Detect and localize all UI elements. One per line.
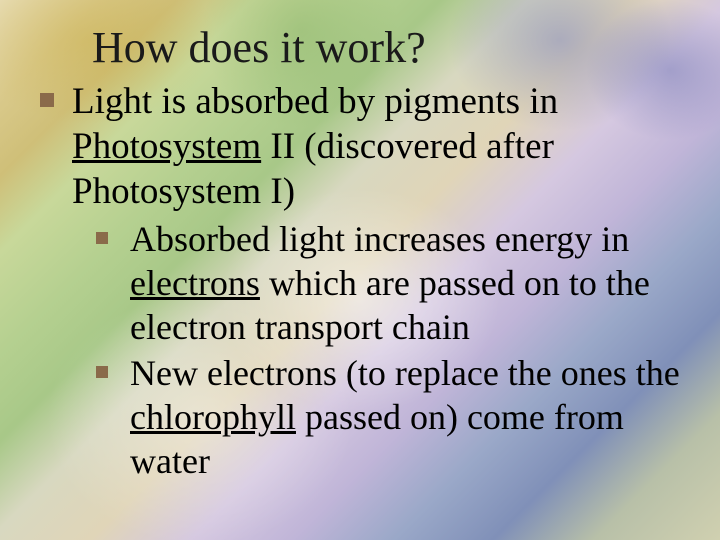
square-bullet-icon [96, 232, 108, 244]
sub1-text: Absorbed light increases energy in elect… [130, 218, 686, 350]
sub2-pre: New electrons (to replace the ones the [130, 353, 680, 393]
square-bullet-icon [40, 93, 54, 107]
sub1-pre: Absorbed light increases energy in [130, 219, 629, 259]
sub2-text: New electrons (to replace the ones the c… [130, 352, 686, 484]
slide-content: How does it work? Light is absorbed by p… [0, 0, 720, 540]
bullet1-text: Light is absorbed by pigments in Photosy… [72, 79, 686, 214]
square-bullet-icon [96, 366, 108, 378]
bullet1-pre: Light is absorbed by pigments in [72, 81, 558, 122]
slide-title: How does it work? [92, 22, 686, 73]
sub1-underlined: electrons [130, 263, 260, 303]
bullet-level2: New electrons (to replace the ones the c… [96, 352, 686, 484]
sub-bullets: Absorbed light increases energy in elect… [96, 218, 686, 483]
sub2-underlined: chlorophyll [130, 397, 296, 437]
bullet-level1: Light is absorbed by pigments in Photosy… [40, 79, 686, 214]
bullet-level2: Absorbed light increases energy in elect… [96, 218, 686, 350]
bullet1-underlined: Photosystem [72, 126, 261, 167]
